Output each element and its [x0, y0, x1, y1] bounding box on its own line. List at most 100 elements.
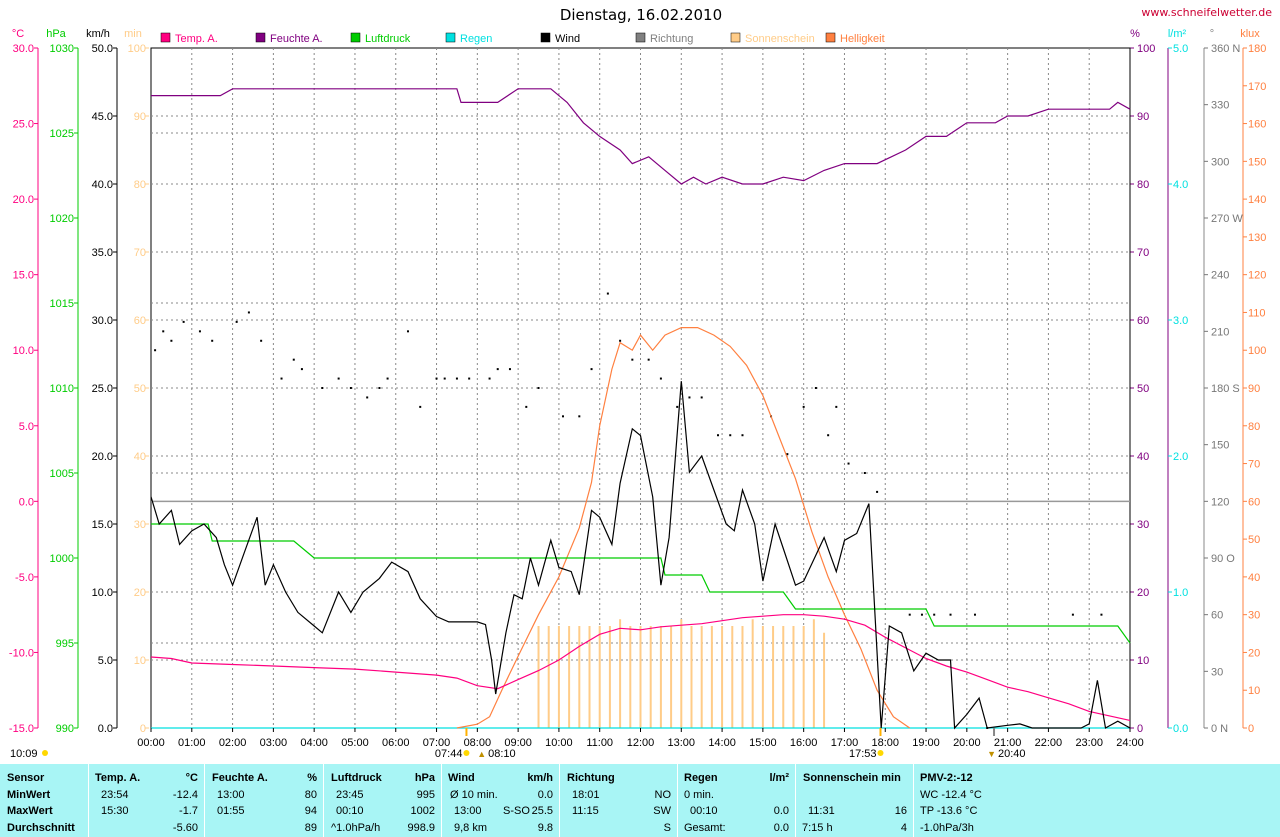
- legend-label: Sonnenschein: [745, 33, 815, 45]
- rain-header: Regen: [684, 772, 718, 784]
- sunset-dark-label: 20:40: [998, 748, 1026, 760]
- time-markers: 10:09 07:44 08:10▲ 17:53 20:40▼: [10, 728, 1026, 760]
- humidity-unit: %: [307, 772, 317, 784]
- humidity-max-time: 01:55: [217, 805, 245, 817]
- humidity-header: Feuchte A.: [212, 772, 268, 784]
- time-axis-tick-label: 24:00: [1116, 737, 1144, 749]
- humidity-axis-tick-label: 40: [1137, 451, 1149, 463]
- lux-axis-unit: klux: [1240, 28, 1260, 40]
- lux-axis-tick-label: 120: [1248, 270, 1266, 282]
- min-label: MinWert: [7, 789, 51, 801]
- rain-axis-tick-label: 0.0: [1173, 723, 1188, 735]
- legend-label: Wind: [555, 33, 580, 45]
- sun-axis-tick-label: 80: [134, 179, 146, 191]
- direction-point: [631, 358, 634, 361]
- time-axis-tick-label: 04:00: [300, 737, 328, 749]
- wind-header: Wind: [448, 772, 475, 784]
- pressure-axis-unit: hPa: [46, 28, 66, 40]
- direction-point: [647, 358, 650, 361]
- legend-label: Luftdruck: [365, 33, 411, 45]
- website-link[interactable]: www.schneifelwetter.de: [1141, 6, 1272, 19]
- pressure-max-value: 1002: [410, 805, 435, 817]
- direction-point: [260, 339, 263, 342]
- direction-axis-tick-label: 30: [1211, 666, 1223, 678]
- lux-axis-tick-label: 50: [1248, 534, 1260, 546]
- direction-point: [847, 462, 850, 465]
- direction-point: [659, 377, 662, 380]
- legend-label: Feuchte A.: [270, 33, 323, 45]
- pmv-dewpoint: TP -13.6 °C: [920, 805, 978, 817]
- temp-axis-tick-label: 0.0: [19, 496, 34, 508]
- direction-point: [933, 613, 936, 616]
- temp-axis-tick-label: 10.0: [13, 345, 34, 357]
- direction-point: [435, 377, 438, 380]
- stats-separator: [323, 764, 324, 837]
- sun-axis-tick-label: 40: [134, 451, 146, 463]
- direction-point: [235, 320, 238, 323]
- current-time-label: 10:09: [10, 748, 38, 760]
- legend-swatch: [445, 32, 456, 43]
- lux-axis-tick-label: 40: [1248, 572, 1260, 584]
- lux-axis-tick-label: 140: [1248, 194, 1266, 206]
- time-axis-tick-label: 12:00: [627, 737, 655, 749]
- temperature-line: [150, 614, 1131, 721]
- direction-point: [337, 377, 340, 380]
- wind-axis-tick-label: 30.0: [92, 315, 113, 327]
- direction-axis-tick-label: 180 S: [1211, 383, 1240, 395]
- direction-point: [700, 396, 703, 399]
- direction-point: [863, 472, 866, 474]
- direction-point: [717, 434, 720, 437]
- direction-point: [688, 396, 691, 399]
- pressure-axis-tick-label: 995: [56, 638, 74, 650]
- direction-axis-tick-label: 330: [1211, 100, 1229, 112]
- time-axis-tick-label: 14:00: [708, 737, 736, 749]
- time-axis-tick-label: 18:00: [871, 737, 899, 749]
- stats-separator: [795, 764, 796, 837]
- pressure-axis-tick-label: 1030: [50, 43, 74, 55]
- legend-swatch: [350, 32, 361, 43]
- humidity-min-time: 13:00: [217, 789, 245, 801]
- lux-axis-tick-label: 20: [1248, 647, 1260, 659]
- rain-unit: l/m²: [769, 772, 789, 784]
- sun-axis-tick-label: 30: [134, 519, 146, 531]
- pressure-axis-tick-label: 1020: [50, 213, 74, 225]
- humidity-axis-tick-label: 80: [1137, 179, 1149, 191]
- rain-axis-tick-label: 1.0: [1173, 587, 1188, 599]
- wind-axis-tick-label: 25.0: [92, 383, 113, 395]
- legend-swatch: [635, 32, 646, 43]
- direction-axis-tick-label: 270 W: [1211, 213, 1243, 225]
- humidity-axis-tick-label: 10: [1137, 655, 1149, 667]
- direction-point: [561, 415, 564, 418]
- sunrise-sun-label: 08:10: [488, 748, 516, 760]
- direction-point: [349, 387, 352, 389]
- sun-r3-label: 7:15 h: [802, 822, 833, 834]
- direction-point: [321, 387, 324, 389]
- max-label: MaxWert: [7, 805, 53, 817]
- sun-axis-tick-label: 90: [134, 111, 146, 123]
- direction-point: [182, 320, 185, 323]
- sun-axis-tick-label: 50: [134, 383, 146, 395]
- lux-axis-tick-label: 170: [1248, 81, 1266, 93]
- direction-r2-time: 11:15: [572, 805, 599, 817]
- sun-axis-tick-label: 70: [134, 247, 146, 259]
- sun-r3-value: 4: [900, 822, 907, 834]
- direction-axis-unit: °: [1210, 28, 1214, 40]
- direction-point: [1071, 613, 1074, 616]
- stats-separator: [204, 764, 205, 837]
- time-axis-tick-label: 06:00: [382, 737, 410, 749]
- wind-r3-value: 9.8: [537, 822, 553, 834]
- direction-point: [455, 377, 458, 380]
- direction-point: [386, 377, 389, 380]
- pressure-axis-tick-label: 1010: [50, 383, 74, 395]
- humidity-axis-tick-label: 30: [1137, 519, 1149, 531]
- direction-axis-tick-label: 240: [1211, 270, 1229, 282]
- direction-point: [525, 405, 528, 408]
- lux-axis-tick-label: 70: [1248, 459, 1260, 471]
- temp-max-value: -1.7: [179, 805, 198, 817]
- direction-point: [300, 368, 303, 371]
- sun-axis-tick-label: 100: [128, 43, 146, 55]
- temp-unit: °C: [185, 772, 198, 784]
- stats-separator: [913, 764, 914, 837]
- sun-r2-value: 16: [894, 805, 907, 817]
- rain-r2-value: 0.0: [773, 805, 789, 817]
